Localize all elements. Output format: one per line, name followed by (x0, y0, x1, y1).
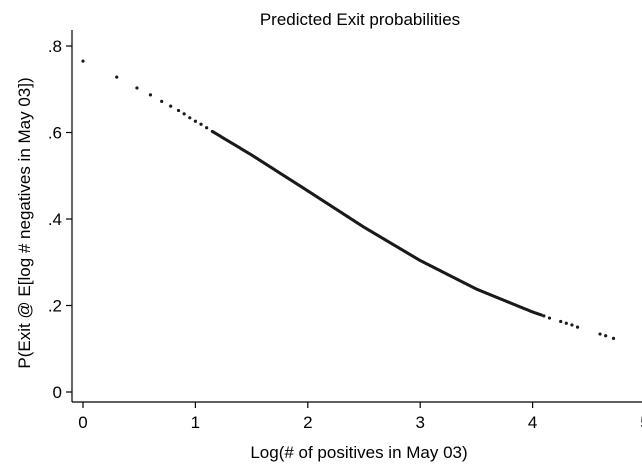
x-tick-label: 4 (528, 413, 537, 432)
y-tick-label: .4 (48, 210, 62, 229)
data-point (598, 332, 602, 336)
data-point (559, 319, 563, 324)
data-point (115, 75, 119, 79)
data-point (160, 99, 164, 103)
x-tick-label: 2 (303, 413, 312, 432)
x-tick-label: 1 (191, 413, 200, 432)
data-point (205, 126, 209, 130)
data-point (604, 334, 608, 338)
data-point (176, 108, 181, 113)
data-point (570, 323, 574, 327)
data-point (81, 59, 85, 63)
data-point (611, 336, 616, 340)
x-axis-label: Log(# of positives in May 03) (250, 443, 467, 462)
data-point (188, 116, 192, 120)
data-point (135, 86, 139, 90)
y-tick-label: 0 (53, 383, 62, 402)
y-ticks: 0 .2 .4 .6 .8 (48, 37, 72, 402)
y-axis-label: P(Exit @ E[log # negatives in May 03]) (15, 77, 34, 368)
data-point (547, 316, 552, 320)
data-points (81, 59, 616, 340)
x-tick-label: 3 (415, 413, 424, 432)
x-tick-label: 5 (640, 413, 642, 432)
y-tick-label: .2 (48, 297, 62, 316)
data-point (199, 122, 203, 126)
plot-frame (60, 30, 642, 402)
data-point (182, 112, 186, 116)
data-point (148, 93, 153, 97)
y-tick-label: .8 (48, 37, 62, 56)
x-tick-label: 0 (78, 413, 87, 432)
data-point (193, 119, 197, 123)
data-point (540, 313, 544, 317)
x-ticks: 0 1 2 3 4 5 (78, 402, 642, 432)
y-tick-label: .6 (48, 124, 62, 143)
data-point (575, 325, 580, 329)
data-point (169, 104, 173, 108)
chart-title: Predicted Exit probabilities (260, 10, 460, 29)
data-point (564, 321, 568, 325)
